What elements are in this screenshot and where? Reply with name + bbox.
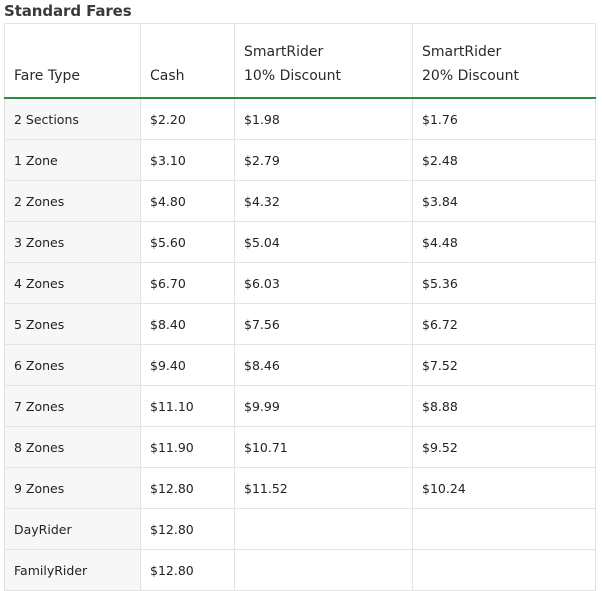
smartrider-10-fare-cell: $8.46 bbox=[234, 344, 413, 386]
table-row: 4 Zones $6.70 $6.03 $5.36 bbox=[4, 262, 596, 304]
smartrider-10-fare-cell bbox=[234, 549, 413, 591]
fare-type-cell: 3 Zones bbox=[4, 221, 141, 263]
fare-type-cell: 1 Zone bbox=[4, 139, 141, 181]
smartrider-10-fare-cell: $6.03 bbox=[234, 262, 413, 304]
smartrider-10-fare-cell: $5.04 bbox=[234, 221, 413, 263]
column-header-smartrider-10-line2: 10% Discount bbox=[244, 68, 342, 84]
cash-fare-cell: $2.20 bbox=[140, 97, 235, 140]
smartrider-10-fare-cell: $9.99 bbox=[234, 385, 413, 427]
cash-fare-cell: $11.90 bbox=[140, 426, 235, 468]
cash-fare-cell: $12.80 bbox=[140, 467, 235, 509]
column-header-smartrider-10-line1: SmartRider bbox=[244, 44, 324, 60]
smartrider-20-fare-cell: $9.52 bbox=[412, 426, 596, 468]
table-row: 6 Zones $9.40 $8.46 $7.52 bbox=[4, 344, 596, 386]
smartrider-20-fare-cell: $5.36 bbox=[412, 262, 596, 304]
column-header-smartrider-10: SmartRider 10% Discount bbox=[234, 23, 413, 99]
smartrider-20-fare-cell: $8.88 bbox=[412, 385, 596, 427]
cash-fare-cell: $12.80 bbox=[140, 508, 235, 550]
smartrider-10-fare-cell: $10.71 bbox=[234, 426, 413, 468]
cash-fare-cell: $5.60 bbox=[140, 221, 235, 263]
cash-fare-cell: $11.10 bbox=[140, 385, 235, 427]
table-caption: Standard Fares bbox=[4, 2, 132, 20]
fares-table: Fare Type Cash SmartRider 10% Discount S… bbox=[4, 23, 596, 591]
cash-fare-cell: $9.40 bbox=[140, 344, 235, 386]
column-header-smartrider-20-line2: 20% Discount bbox=[422, 68, 520, 84]
fare-type-cell: 7 Zones bbox=[4, 385, 141, 427]
smartrider-10-fare-cell: $11.52 bbox=[234, 467, 413, 509]
table-row: 8 Zones $11.90 $10.71 $9.52 bbox=[4, 426, 596, 468]
table-header-row: Fare Type Cash SmartRider 10% Discount S… bbox=[4, 23, 596, 99]
column-header-fare-type-label: Fare Type bbox=[14, 68, 81, 84]
fare-type-cell: DayRider bbox=[4, 508, 141, 550]
fare-type-cell: FamilyRider bbox=[4, 549, 141, 591]
cash-fare-cell: $3.10 bbox=[140, 139, 235, 181]
cash-fare-cell: $8.40 bbox=[140, 303, 235, 345]
table-row: 7 Zones $11.10 $9.99 $8.88 bbox=[4, 385, 596, 427]
column-header-smartrider-20-line1: SmartRider bbox=[422, 44, 502, 60]
smartrider-10-fare-cell: $7.56 bbox=[234, 303, 413, 345]
smartrider-20-fare-cell bbox=[412, 549, 596, 591]
smartrider-10-fare-cell bbox=[234, 508, 413, 550]
smartrider-20-fare-cell: $7.52 bbox=[412, 344, 596, 386]
smartrider-20-fare-cell: $10.24 bbox=[412, 467, 596, 509]
table-row: 3 Zones $5.60 $5.04 $4.48 bbox=[4, 221, 596, 263]
fare-type-cell: 5 Zones bbox=[4, 303, 141, 345]
cash-fare-cell: $12.80 bbox=[140, 549, 235, 591]
cash-fare-cell: $6.70 bbox=[140, 262, 235, 304]
table-row: 9 Zones $12.80 $11.52 $10.24 bbox=[4, 467, 596, 509]
fare-type-cell: 9 Zones bbox=[4, 467, 141, 509]
fare-type-cell: 4 Zones bbox=[4, 262, 141, 304]
fare-type-cell: 6 Zones bbox=[4, 344, 141, 386]
column-header-fare-type: Fare Type bbox=[4, 23, 141, 99]
table-body: 2 Sections $2.20 $1.98 $1.76 1 Zone $3.10 $2.7… bbox=[4, 97, 596, 591]
smartrider-20-fare-cell: $1.76 bbox=[412, 97, 596, 140]
smartrider-20-fare-cell: $4.48 bbox=[412, 221, 596, 263]
table-row: 2 Sections $2.20 $1.98 $1.76 bbox=[4, 97, 596, 140]
smartrider-10-fare-cell: $4.32 bbox=[234, 180, 413, 222]
table-row: DayRider $12.80 bbox=[4, 508, 596, 550]
fare-type-cell: 2 Sections bbox=[4, 97, 141, 140]
column-header-cash-label: Cash bbox=[150, 68, 185, 84]
fare-type-cell: 8 Zones bbox=[4, 426, 141, 468]
column-header-smartrider-20: SmartRider 20% Discount bbox=[412, 23, 596, 99]
table-row: 5 Zones $8.40 $7.56 $6.72 bbox=[4, 303, 596, 345]
smartrider-10-fare-cell: $2.79 bbox=[234, 139, 413, 181]
smartrider-20-fare-cell: $2.48 bbox=[412, 139, 596, 181]
smartrider-20-fare-cell bbox=[412, 508, 596, 550]
fare-type-cell: 2 Zones bbox=[4, 180, 141, 222]
table-row: 2 Zones $4.80 $4.32 $3.84 bbox=[4, 180, 596, 222]
cash-fare-cell: $4.80 bbox=[140, 180, 235, 222]
column-header-cash: Cash bbox=[140, 23, 235, 99]
table-row: 1 Zone $3.10 $2.79 $2.48 bbox=[4, 139, 596, 181]
smartrider-20-fare-cell: $6.72 bbox=[412, 303, 596, 345]
smartrider-10-fare-cell: $1.98 bbox=[234, 97, 413, 140]
table-row: FamilyRider $12.80 bbox=[4, 549, 596, 591]
smartrider-20-fare-cell: $3.84 bbox=[412, 180, 596, 222]
